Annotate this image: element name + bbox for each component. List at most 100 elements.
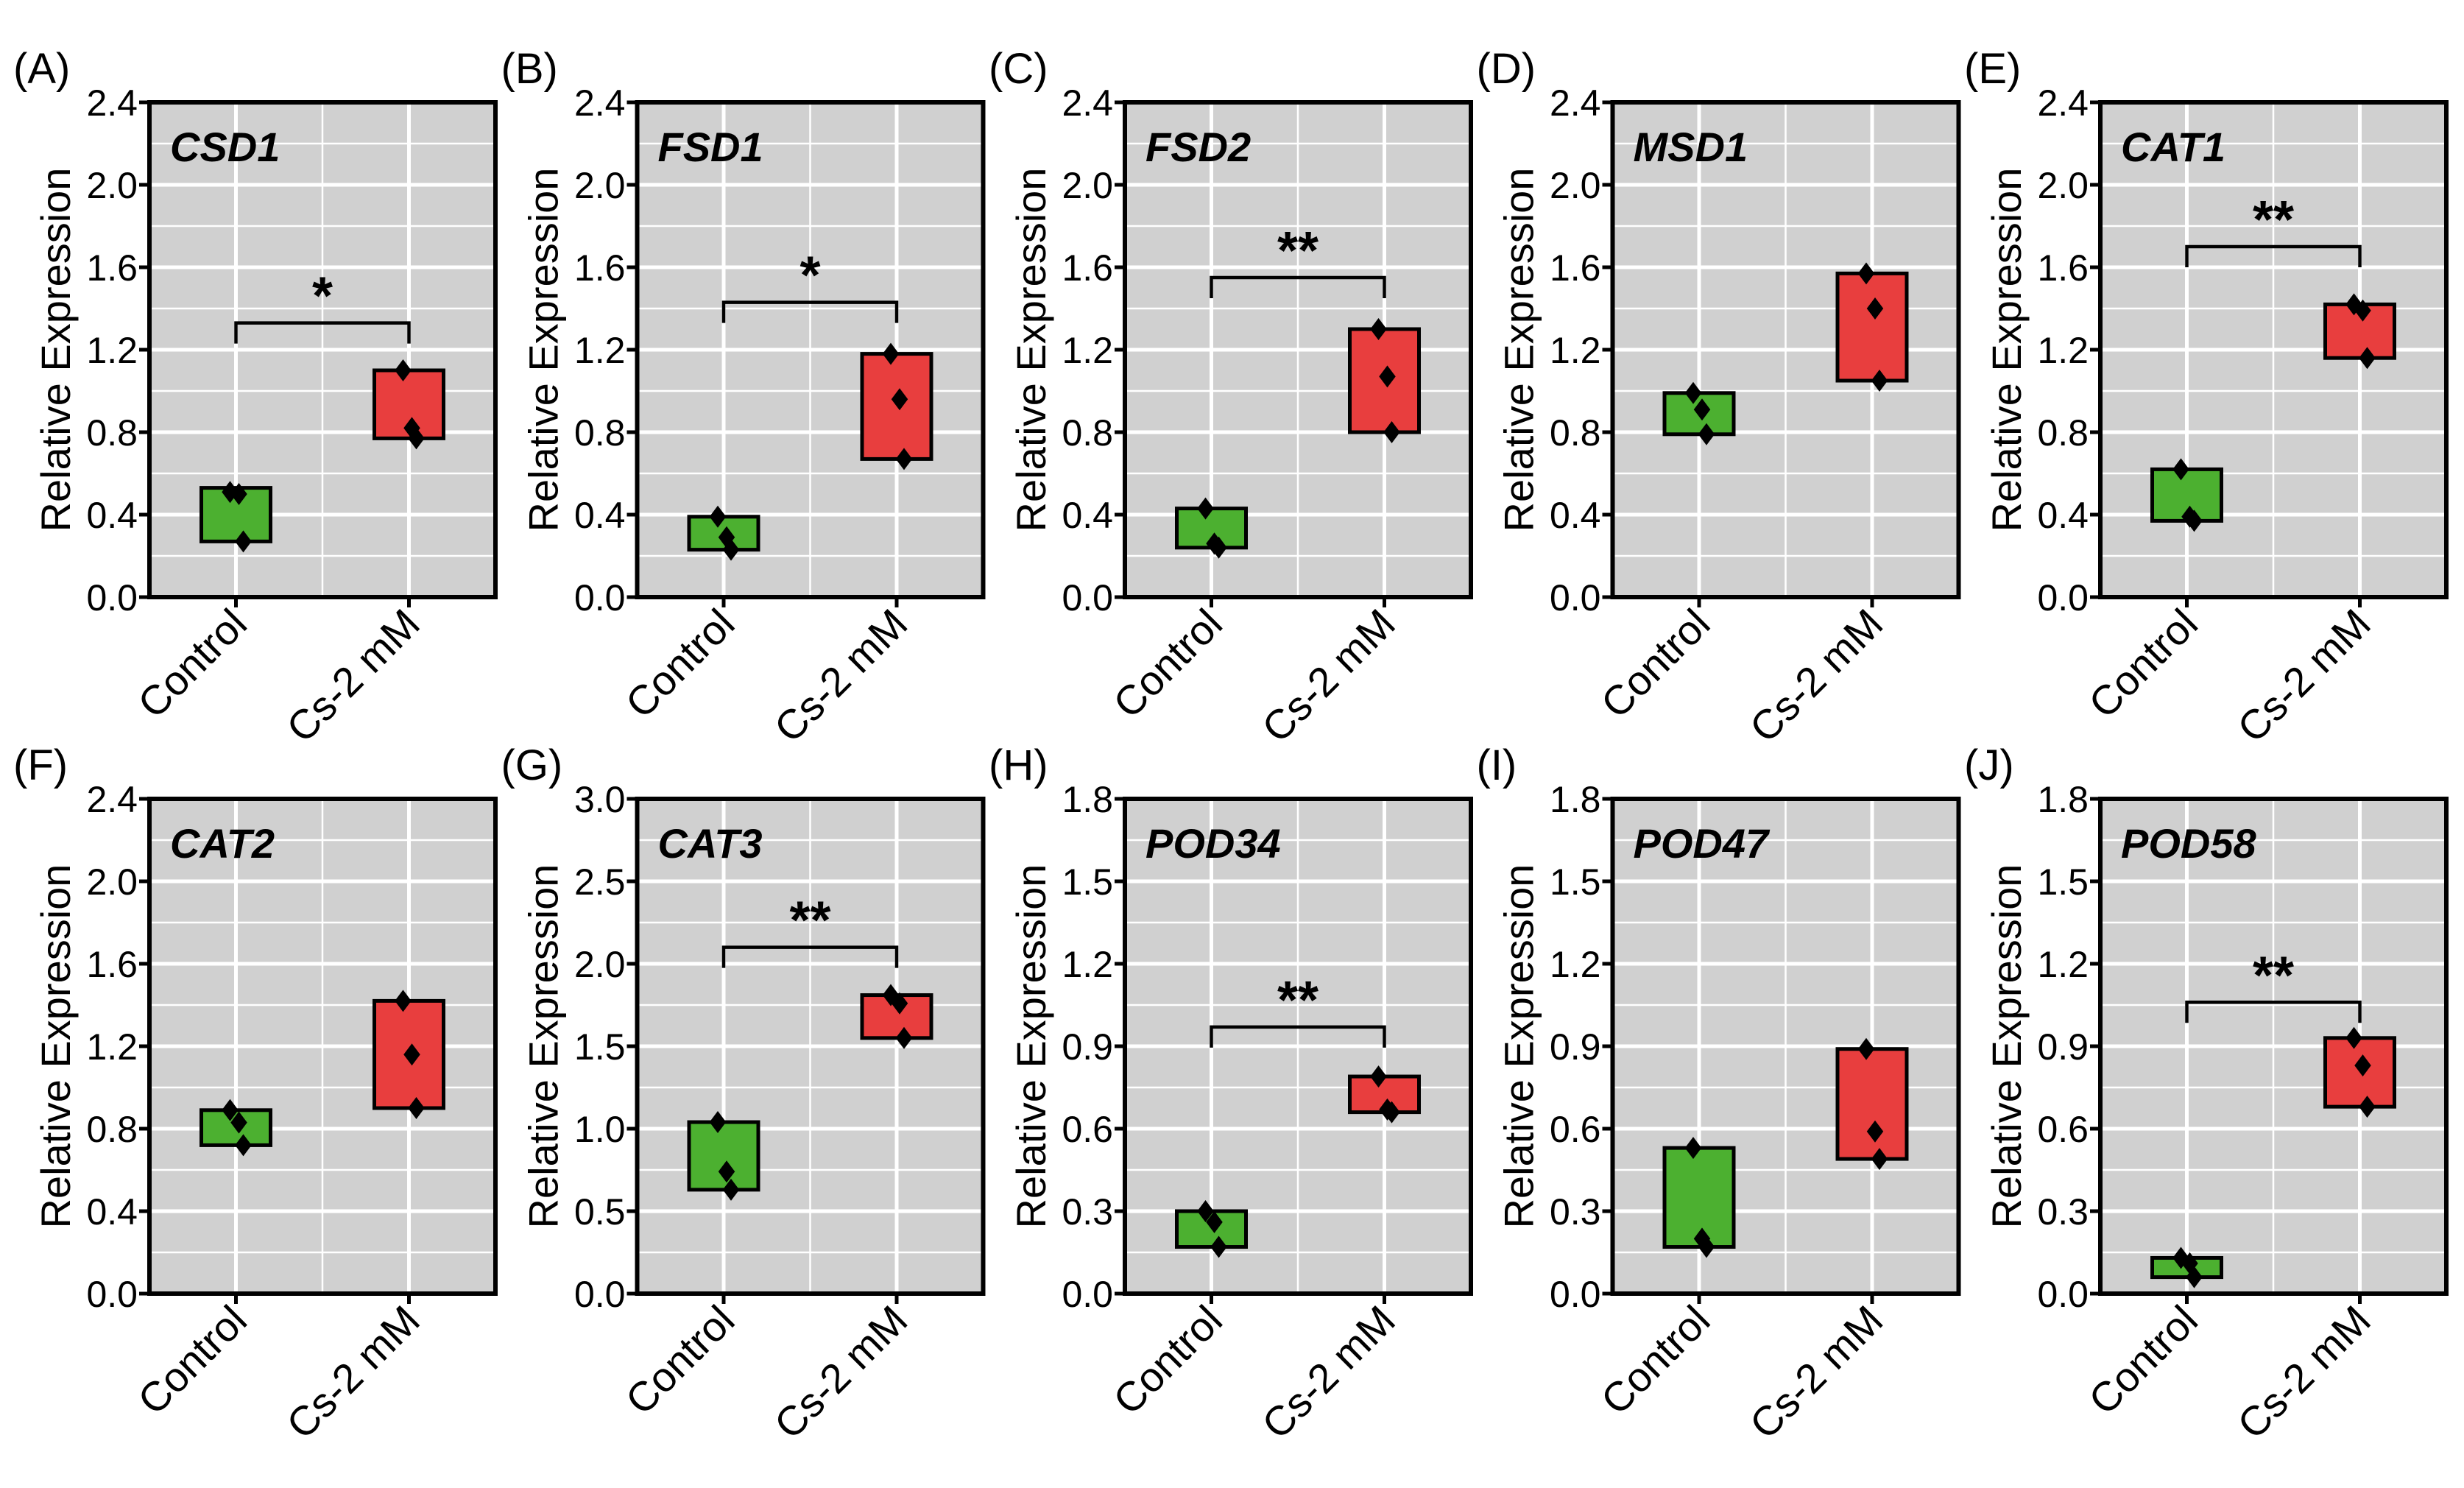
y-tick-label: 1.0 [574,1109,626,1150]
data-point [1866,1120,1884,1143]
y-tick-label: 0.8 [574,412,626,454]
y-tick-label: 1.6 [574,247,626,289]
data-point [408,1097,425,1119]
panel-letter: (B) [501,45,558,93]
y-tick-label: 1.2 [86,1026,138,1068]
y-tick-label: 0.4 [574,495,626,536]
panel-cat1: 0.0 0.4 0.8 1.2 1.6 2.0 2.4 Relative Expression… [1964,45,2449,751]
data-point [395,359,412,381]
y-tick-label: 0.5 [574,1191,626,1233]
significance-label: ** [2253,191,2294,250]
gene-title: CSD1 [170,124,280,170]
y-tick-label: 2.0 [1062,165,1113,206]
data-point [222,1099,239,1121]
data-point [1857,1037,1875,1060]
data-point [403,1043,420,1066]
panel-fsd2: 0.0 0.4 0.8 1.2 1.6 2.0 2.4 Relative Expression… [989,45,1473,751]
data-point [891,992,908,1015]
x-tick-label: Cs-2 mM [278,1297,428,1448]
data-point [1210,1235,1227,1258]
gene-title: CAT1 [2121,124,2225,170]
x-tick-label: Control [616,1297,743,1423]
y-axis-label: Relative Expression [1496,864,1542,1229]
data-point [2359,347,2376,370]
gene-title: MSD1 [1634,124,1748,170]
data-point [1210,536,1227,559]
data-point [1383,1101,1400,1124]
panel-letter: (C) [989,45,1048,93]
y-tick-label: 1.6 [86,247,138,289]
y-tick-label: 0.3 [1062,1191,1113,1233]
data-point [709,505,727,528]
gene-title: FSD1 [658,124,763,170]
significance-bracket [234,321,411,344]
data-point [1370,318,1387,340]
y-tick-label: 0.6 [2037,1109,2089,1150]
y-tick-label: 2.5 [574,861,626,903]
y-tick-label: 1.2 [1550,330,1601,371]
significance-label: * [312,267,333,326]
data-point [2186,1266,2203,1288]
panel-pod47: 0.0 0.3 0.6 0.9 1.2 1.5 1.8 Relative Expression… [1477,741,1961,1448]
significance-bracket [1210,1025,1386,1048]
data-point [408,427,425,450]
y-tick-label: 1.2 [2037,330,2089,371]
data-point [2359,1096,2376,1118]
x-tick-label: Control [1592,600,1718,727]
gene-title: CAT2 [170,820,275,867]
significance-bracket [721,300,899,323]
data-point [709,1111,727,1134]
data-point [2345,1026,2362,1049]
panel-pod34: 0.0 0.3 0.6 0.9 1.2 1.5 1.8 Relative Expression… [989,741,1473,1448]
data-point [1370,1065,1387,1088]
data-point [882,342,900,365]
x-tick-label: Cs-2 mM [1253,600,1404,751]
y-tick-label: 2.0 [574,165,626,206]
panel-cat2: 0.0 0.4 0.8 1.2 1.6 2.0 2.4 Relative Expression… [13,741,498,1448]
y-tick-label: 1.2 [1062,944,1113,985]
data-point [235,530,252,553]
y-tick-label: 2.4 [86,779,138,820]
data-point [230,483,247,505]
x-tick-label: Cs-2 mM [1740,1297,1891,1448]
y-tick-label: 0.8 [1062,412,1113,454]
data-point [1383,421,1400,443]
data-point [722,1178,740,1201]
y-tick-label: 0.0 [574,577,626,618]
y-tick-label: 2.4 [574,82,626,124]
y-tick-label: 2.0 [2037,165,2089,206]
data-point [230,1111,247,1134]
x-tick-label: Control [1104,600,1231,727]
y-tick-label: 0.8 [86,1109,138,1150]
y-tick-label: 0.6 [1550,1109,1601,1150]
y-tick-label: 2.4 [2037,82,2089,124]
y-tick-label: 1.6 [2037,247,2089,289]
y-axis-label: Relative Expression [520,168,567,532]
box-treatment [1835,1047,1909,1161]
y-tick-label: 1.6 [1550,247,1601,289]
data-point [1684,1137,1702,1160]
y-tick-label: 0.8 [2037,412,2089,454]
panel-letter: (D) [1477,45,1536,93]
panel-pod58: 0.0 0.3 0.6 0.9 1.2 1.5 1.8 Relative Expression… [1964,741,2449,1448]
y-tick-label: 1.5 [574,1026,626,1068]
y-axis-label: Relative Expression [1008,864,1054,1229]
data-point [1206,1210,1223,1233]
y-tick-label: 2.0 [574,944,626,985]
y-tick-label: 0.0 [1550,577,1601,618]
y-axis-label: Relative Expression [1008,168,1054,532]
y-axis-label: Relative Expression [32,168,79,532]
x-tick-label: Control [1592,1297,1718,1423]
significance-label: ** [1277,222,1319,281]
data-point [1684,381,1702,404]
y-tick-label: 1.2 [86,330,138,371]
y-tick-label: 0.9 [1062,1026,1113,1068]
data-point [1698,1235,1715,1258]
x-tick-label: Control [2080,1297,2206,1423]
y-tick-label: 0.0 [574,1274,626,1315]
panel-letter: (A) [13,45,70,93]
y-tick-label: 1.8 [1550,779,1601,820]
panel-letter: (F) [13,741,68,789]
significance-bracket [1210,275,1386,298]
significance-bracket [2185,1001,2362,1023]
